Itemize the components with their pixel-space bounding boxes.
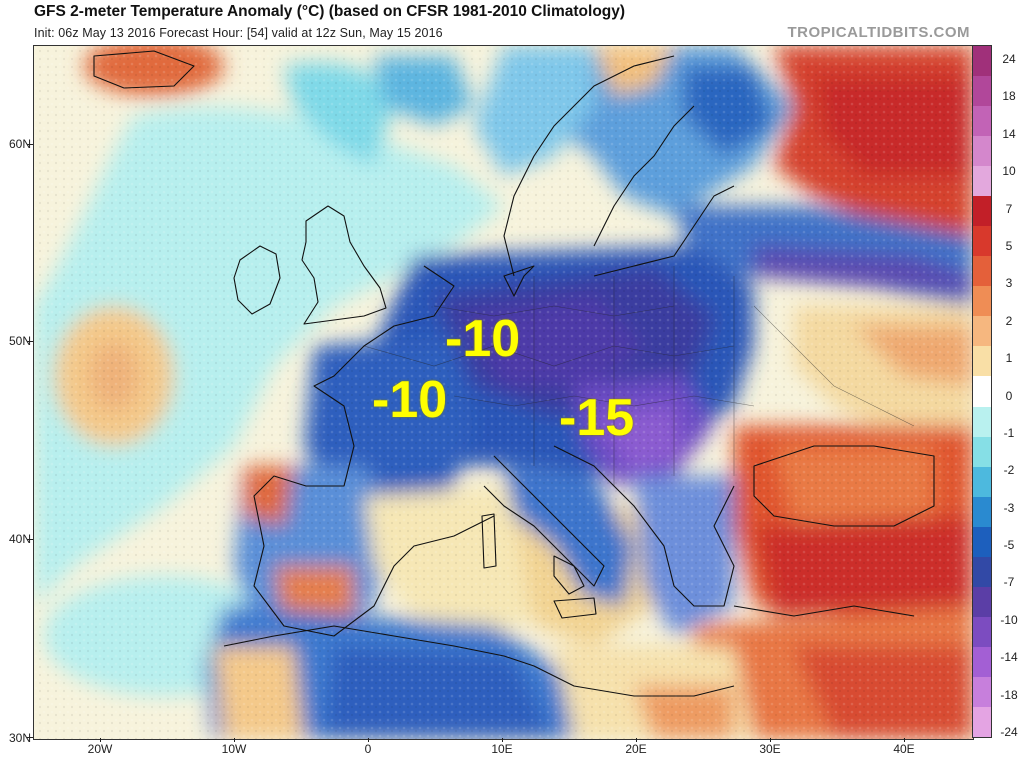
colorbar-label: -10 [1000, 612, 1018, 627]
colorbar-label: 24 [1002, 52, 1016, 66]
colorbar-segment [973, 316, 991, 347]
colorbar-segment [973, 466, 991, 498]
colorbar-segment [973, 76, 991, 107]
lon-label-10w: 10W [221, 742, 247, 756]
colorbar-segment [973, 256, 991, 287]
colorbar-label: -3 [1003, 500, 1015, 515]
lat-label-50n: 50N [8, 334, 31, 348]
annotation-minus10-north: -10 [445, 310, 521, 368]
colorbar-label: 3 [1005, 276, 1013, 291]
colorbar-label: 0 [1005, 388, 1013, 403]
lat-label-40n: 40N [8, 532, 31, 546]
colorbar-label: 18 [1002, 89, 1016, 104]
colorbar-segment [973, 526, 991, 558]
colorbar-segment [973, 106, 991, 137]
colorbar-segment [973, 346, 991, 377]
colorbar-label: -14 [1000, 650, 1018, 665]
map-title: GFS 2-meter Temperature Anomaly (°C) (ba… [34, 3, 626, 20]
anomaly-map [33, 45, 974, 740]
country-borders [363, 266, 915, 486]
colorbar-label: -1 [1003, 425, 1015, 440]
colorbar [972, 45, 992, 738]
lon-label-20w: 20W [87, 742, 113, 756]
colorbar-label: 7 [1005, 201, 1013, 216]
colorbar-segment [973, 586, 991, 618]
colorbar-segment [973, 676, 991, 708]
colorbar-segment [973, 646, 991, 678]
map-subtitle: Init: 06z May 13 2016 Forecast Hour: [54… [34, 26, 443, 40]
colorbar-segment [973, 496, 991, 528]
colorbar-segment [973, 136, 991, 167]
colorbar-segment [973, 436, 991, 468]
colorbar-label: 1 [1005, 351, 1013, 366]
brand-watermark[interactable]: TROPICALTIDBITS.COM [787, 24, 970, 41]
colorbar-label: -7 [1003, 575, 1015, 590]
colorbar-segment [973, 286, 991, 317]
coastlines [93, 50, 935, 697]
annotation-minus10-west: -10 [372, 371, 448, 429]
lon-label-20e: 20E [625, 742, 647, 756]
lon-label-40e: 40E [893, 742, 915, 756]
colorbar-segment [973, 226, 991, 257]
colorbar-label: -2 [1003, 463, 1015, 478]
colorbar-label: -24 [1000, 725, 1018, 739]
annotation-minus15: -15 [559, 389, 635, 447]
colorbar-segment [973, 196, 991, 227]
colorbar-segment [973, 706, 991, 738]
colorbar-label: 10 [1002, 164, 1016, 179]
colorbar-segment [973, 166, 991, 197]
lon-label-10e: 10E [491, 742, 513, 756]
colorbar-segment [973, 556, 991, 588]
lon-label-30e: 30E [759, 742, 781, 756]
lat-label-60n: 60N [8, 137, 31, 151]
colorbar-label: -18 [1000, 687, 1018, 702]
colorbar-label: 5 [1005, 238, 1013, 253]
lon-label-0: 0 [364, 742, 372, 756]
colorbar-segment [973, 376, 991, 407]
colorbar-label: 14 [1002, 126, 1016, 141]
colorbar-segment [973, 46, 991, 77]
colorbar-label: -5 [1003, 538, 1015, 553]
colorbar-segment [973, 406, 991, 438]
colorbar-segment [973, 616, 991, 648]
colorbar-label: 2 [1005, 313, 1013, 328]
map-canvas [34, 46, 973, 739]
lat-label-30n: 30N [8, 731, 31, 745]
